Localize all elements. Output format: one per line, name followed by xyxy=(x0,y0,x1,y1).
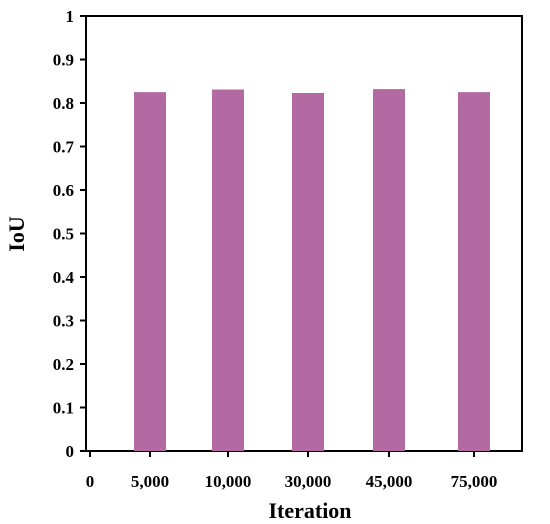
bars-group xyxy=(134,89,490,452)
y-tick-label: 0 xyxy=(66,442,75,461)
y-tick-label: 0.7 xyxy=(53,138,75,157)
x-tick-label: 30,000 xyxy=(285,472,332,491)
bar-5000 xyxy=(134,92,166,451)
y-tick-label: 0.3 xyxy=(53,312,74,331)
y-tick-label: 0.8 xyxy=(53,94,74,113)
x-axis-title: Iteration xyxy=(268,498,351,523)
bar-75000 xyxy=(458,92,490,451)
x-tick-label: 5,000 xyxy=(131,472,169,491)
y-axis-title: IoU xyxy=(4,216,29,252)
y-tick-label: 0.9 xyxy=(53,51,74,70)
y-tick-label: 0.5 xyxy=(53,225,74,244)
bar-30000 xyxy=(292,92,324,452)
y-tick-label: 0.2 xyxy=(53,355,74,374)
x-tick-label: 45,000 xyxy=(366,472,413,491)
y-tick-label: 0.6 xyxy=(53,181,74,200)
y-tick-label: 0.1 xyxy=(53,399,74,418)
bar-10000 xyxy=(212,89,244,451)
x-origin-label: 0 xyxy=(86,472,95,491)
y-tick-label: 0.4 xyxy=(53,268,75,287)
x-tick-label: 10,000 xyxy=(205,472,252,491)
x-tick-label: 75,000 xyxy=(451,472,498,491)
y-tick-label: 1 xyxy=(66,7,75,26)
bar-45000 xyxy=(373,89,405,451)
x-axis-ticks: 0 5,000 10,000 30,000 45,000 75,000 xyxy=(86,451,498,491)
y-axis-ticks: 0 0.1 0.2 0.3 0.4 0.5 0.6 0.7 0.8 0.9 1 xyxy=(53,7,86,461)
